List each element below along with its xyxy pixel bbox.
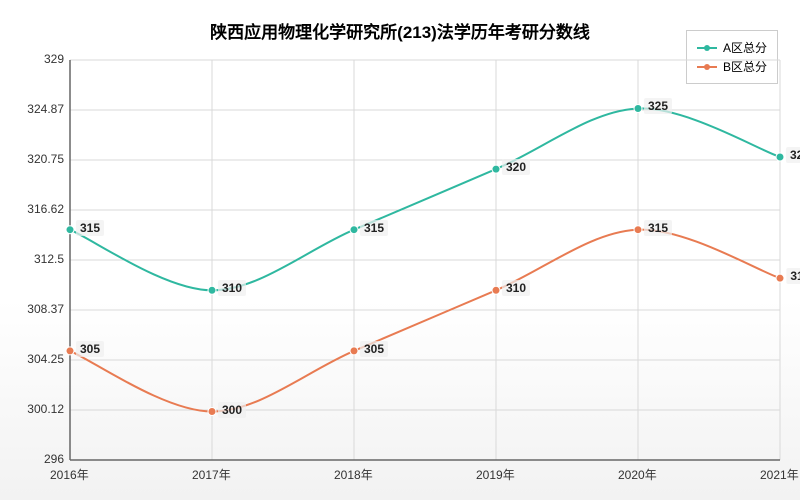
y-tick-label: 329 (44, 52, 64, 66)
y-tick-label: 304.25 (27, 352, 64, 366)
x-tick-label: 2016年 (50, 466, 89, 483)
chart-container: 陕西应用物理化学研究所(213)法学历年考研分数线 A区总分 B区总分 2963… (0, 0, 800, 500)
y-tick-label: 300.12 (27, 402, 64, 416)
y-tick-label: 296 (44, 452, 64, 466)
x-tick-label: 2021年 (760, 466, 799, 483)
y-tick-label: 308.37 (27, 302, 64, 316)
data-point-label: 315 (76, 220, 104, 236)
data-point-label: 310 (502, 280, 530, 296)
x-tick-label: 2020年 (618, 466, 657, 483)
x-tick-label: 2019年 (476, 466, 515, 483)
data-point-label: 305 (76, 341, 104, 357)
plot-svg (0, 0, 800, 500)
data-point-label: 315 (360, 220, 388, 236)
data-point-label: 300 (218, 402, 246, 418)
x-tick-label: 2017年 (192, 466, 231, 483)
data-point-label: 305 (360, 341, 388, 357)
y-tick-label: 324.87 (27, 102, 64, 116)
y-tick-label: 312.5 (34, 252, 64, 266)
y-tick-label: 320.75 (27, 152, 64, 166)
data-point-label: 310 (218, 280, 246, 296)
data-point-label: 325 (644, 98, 672, 114)
y-tick-label: 316.62 (27, 202, 64, 216)
data-point-label: 311 (786, 268, 800, 284)
data-point-label: 321 (786, 147, 800, 163)
data-point-label: 315 (644, 220, 672, 236)
data-point-label: 320 (502, 159, 530, 175)
x-tick-label: 2018年 (334, 466, 373, 483)
